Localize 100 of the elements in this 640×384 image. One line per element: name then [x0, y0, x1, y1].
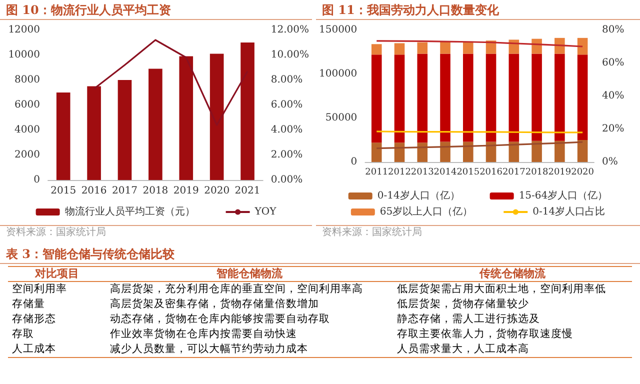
text: 静态存储，需人工进行拣选及 [396, 312, 542, 327]
bar [87, 86, 101, 180]
y2-tick-label: 2.00% [270, 150, 303, 160]
bar [577, 140, 588, 162]
x-tick-label: 2018 [142, 186, 168, 196]
category-label: 传统仓储物流 [393, 266, 632, 282]
bar [371, 44, 382, 55]
chart-title: 图 10：物流行业人员平均工资 [0, 0, 312, 20]
bar [554, 54, 565, 141]
text: 资料来源：国家统计局 [316, 225, 640, 240]
legend-label: 物流行业人员平均工资（元） [64, 206, 195, 218]
x-tick-label: 2017 [502, 168, 526, 178]
category-label: 对比项目 [8, 266, 106, 282]
x-tick-label: 2019 [548, 168, 572, 178]
bar [394, 54, 405, 143]
bar [577, 54, 588, 140]
bar [440, 142, 450, 162]
bar [118, 80, 132, 180]
y2-tick-label: 40% [602, 90, 624, 102]
y-tick-label: 50000 [325, 112, 358, 124]
y2-tick-label: 10.00% [270, 50, 310, 60]
y2-tick-label: 80% [602, 24, 624, 36]
bar [532, 54, 542, 141]
legend-label: 15-64岁人口（亿） [518, 190, 608, 202]
text: 低层货架，货物存储量较少 [396, 297, 530, 312]
x-tick-label: 2016 [81, 186, 107, 196]
x-tick-label: 2012 [388, 168, 411, 178]
text: 存储形态 [11, 312, 57, 327]
x-tick-label: 2015 [456, 168, 480, 178]
legend-label: 0-14岁人口占比 [532, 206, 606, 218]
legend-label: 0-14岁人口（亿） [377, 190, 460, 202]
bar [417, 142, 428, 162]
text: 人员需求量大，人工成本高 [393, 342, 632, 358]
bar [462, 54, 474, 142]
bar [462, 142, 474, 162]
bar [486, 54, 496, 142]
x-tick-label: 2015 [50, 186, 76, 196]
text: 低层货架需占用大面积土地，空间利用率低 [396, 282, 608, 297]
y2-tick-label: 0% [602, 156, 618, 168]
text: 资料来源：国家统计局 [0, 225, 312, 240]
y-tick-label: 0 [350, 156, 358, 168]
y-tick-label: 6000 [14, 100, 40, 110]
x-tick-label: 2016 [480, 168, 503, 178]
line-series [376, 141, 584, 150]
line-series [93, 39, 248, 126]
bar [417, 42, 428, 54]
bar [148, 68, 162, 180]
bar [577, 38, 588, 55]
bar [462, 41, 474, 54]
x-tick-label: 2017 [112, 186, 138, 196]
bar [532, 140, 542, 162]
y-tick-label: 100000 [318, 68, 358, 80]
x-tick-label: 2014 [434, 168, 457, 178]
bar [240, 42, 254, 180]
x-tick-label: 2020 [204, 186, 230, 196]
x-tick-label: 2013 [410, 168, 434, 178]
bar [371, 142, 382, 162]
y2-tick-label: 4.00% [270, 124, 303, 136]
text: 高层货架，充分利用仓库的垂直空间，空间利用率高 [109, 282, 364, 297]
y-tick-label: 10000 [8, 50, 40, 60]
y2-tick-label: 20% [602, 124, 624, 134]
x-tick-label: 2021 [234, 186, 260, 196]
bar [394, 43, 405, 55]
x-tick-label: 2019 [173, 186, 199, 196]
bar [440, 41, 450, 54]
bar [371, 54, 382, 143]
bar [508, 54, 520, 142]
y2-tick-label: 0.00% [270, 174, 303, 186]
text: 动态存储，货物在仓库内能够按需要自动存取 [109, 312, 331, 327]
bar [210, 54, 224, 180]
text: 空间利用率 [11, 282, 68, 297]
bar [394, 142, 405, 162]
y2-tick-label: 12.00% [270, 24, 310, 36]
text: 作业效率货物在仓库内按需要自动快速 [109, 327, 298, 342]
bar [554, 38, 565, 54]
bar [417, 54, 428, 143]
y-tick-label: 150000 [318, 24, 358, 36]
x-tick-label: 2018 [525, 168, 549, 178]
chart-title: 图 11：我国劳动力人口数量变化 [316, 0, 640, 20]
y-tick-label: 2000 [14, 150, 40, 160]
bar [440, 54, 450, 142]
x-tick-label: 2011 [365, 168, 388, 178]
text: 减少人员数量，可以大幅节约劳动力成本 [106, 342, 394, 358]
y2-tick-label: 8.00% [270, 74, 303, 86]
text: 人工成本 [8, 342, 106, 358]
y2-tick-label: 6.00% [270, 100, 303, 110]
y-tick-label: 4000 [14, 124, 40, 136]
x-tick-label: 2020 [571, 168, 594, 178]
text: 存储量 [11, 297, 46, 312]
text: 存取主要依靠人力，货物存取速度慢 [396, 327, 574, 342]
bar [554, 140, 565, 162]
legend-label: 65岁以上人口（亿） [380, 206, 473, 218]
legend-label: YOY [254, 206, 277, 218]
text: 高层货架及密集存储，货物存储量倍数增加 [109, 297, 320, 312]
text: 表 3：智能仓储与传统仓储比较 [0, 244, 640, 264]
y2-tick-label: 60% [602, 58, 624, 68]
category-label: 智能仓储物流 [106, 266, 394, 282]
bar [179, 56, 194, 180]
y-tick-label: 12000 [8, 24, 40, 36]
y-tick-label: 8000 [14, 74, 40, 86]
